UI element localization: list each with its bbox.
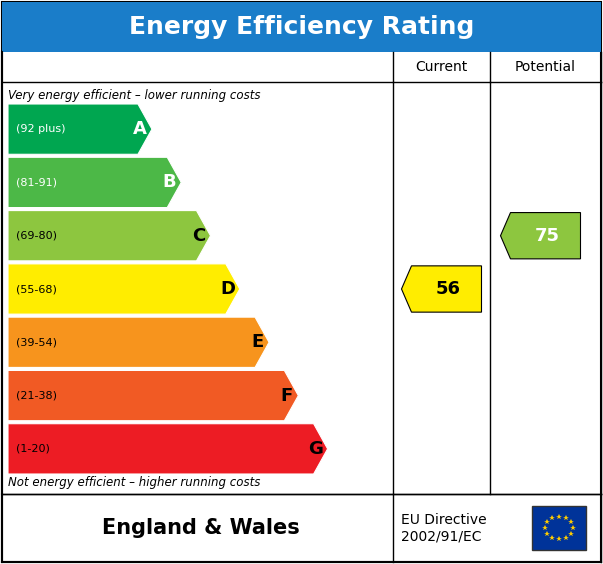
Polygon shape bbox=[8, 371, 298, 421]
Text: Current: Current bbox=[415, 60, 467, 74]
Text: (1-20): (1-20) bbox=[16, 444, 50, 454]
Polygon shape bbox=[8, 264, 240, 314]
Text: 75: 75 bbox=[535, 227, 560, 245]
Polygon shape bbox=[500, 213, 581, 259]
Bar bbox=[2, 2, 601, 52]
Text: D: D bbox=[220, 280, 235, 298]
Text: England & Wales: England & Wales bbox=[102, 518, 299, 538]
Text: 56: 56 bbox=[436, 280, 461, 298]
Polygon shape bbox=[8, 317, 269, 367]
Polygon shape bbox=[8, 104, 152, 155]
Text: F: F bbox=[280, 386, 292, 404]
Text: Potential: Potential bbox=[515, 60, 576, 74]
Text: (92 plus): (92 plus) bbox=[16, 124, 66, 134]
Text: (21-38): (21-38) bbox=[16, 391, 57, 400]
Text: E: E bbox=[251, 333, 263, 351]
Polygon shape bbox=[8, 424, 327, 474]
Bar bbox=[532, 506, 586, 550]
Polygon shape bbox=[8, 157, 182, 208]
Polygon shape bbox=[402, 266, 482, 312]
Text: (39-54): (39-54) bbox=[16, 337, 57, 347]
Text: (69-80): (69-80) bbox=[16, 231, 57, 241]
Text: (81-91): (81-91) bbox=[16, 178, 57, 187]
Text: G: G bbox=[308, 440, 323, 458]
Text: Energy Efficiency Rating: Energy Efficiency Rating bbox=[129, 15, 474, 39]
Text: A: A bbox=[133, 120, 147, 138]
Text: B: B bbox=[162, 173, 176, 191]
Text: EU Directive
2002/91/EC: EU Directive 2002/91/EC bbox=[401, 513, 487, 543]
Text: (55-68): (55-68) bbox=[16, 284, 57, 294]
Polygon shape bbox=[8, 210, 210, 261]
Text: C: C bbox=[192, 227, 205, 245]
Text: Not energy efficient – higher running costs: Not energy efficient – higher running co… bbox=[8, 476, 260, 489]
Text: Very energy efficient – lower running costs: Very energy efficient – lower running co… bbox=[8, 90, 260, 103]
